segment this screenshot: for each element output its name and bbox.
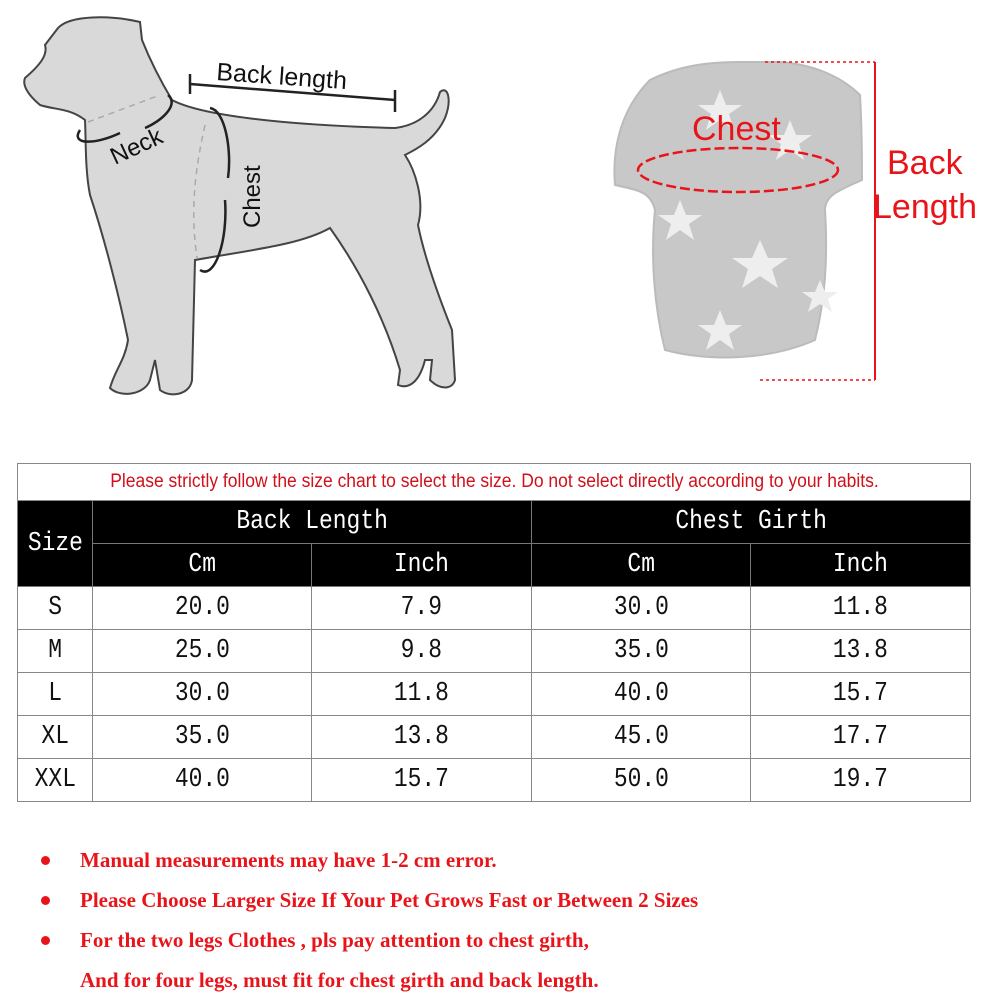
- header-back-inch: Inch: [311, 543, 532, 587]
- chest-arrow-icon: [199, 106, 231, 273]
- note-item: Please Choose Larger Size If Your Pet Gr…: [38, 880, 698, 920]
- size-chart-table: Please strictly follow the size chart to…: [17, 463, 971, 802]
- size-notice: Please strictly follow the size chart to…: [55, 463, 933, 501]
- bullet-icon: [41, 935, 50, 945]
- header-chest-inch: Inch: [750, 543, 971, 587]
- table-row: M 25.0 9.8 35.0 13.8: [17, 629, 971, 673]
- table-row: XL 35.0 13.8 45.0 17.7: [17, 715, 971, 759]
- table-row: L 30.0 11.8 40.0 15.7: [17, 672, 971, 716]
- notes-list: Manual measurements may have 1-2 cm erro…: [38, 840, 698, 1000]
- header-back-length: Back Length: [92, 500, 532, 544]
- note-item: For the two legs Clothes , pls pay atten…: [38, 920, 698, 960]
- bullet-icon: [41, 895, 50, 905]
- note-item: Manual measurements may have 1-2 cm erro…: [38, 840, 698, 880]
- table-row: S 20.0 7.9 30.0 11.8: [17, 586, 971, 630]
- sweater-measurement-diagram: [613, 61, 876, 381]
- sweater-chest-label: Chest: [692, 110, 781, 148]
- star-pattern: [658, 90, 838, 350]
- header-chest-girth: Chest Girth: [531, 500, 971, 544]
- header-chest-cm: Cm: [531, 543, 751, 587]
- dog-measurement-diagram: Back length Neck Chest: [23, 16, 457, 396]
- header-size: Size: [17, 500, 93, 587]
- neck-arrow-icon: [76, 94, 173, 143]
- back-length-line-icon: [188, 74, 397, 112]
- note-item-continuation: And for four legs, must fit for chest gi…: [80, 967, 599, 992]
- bullet-icon: [41, 855, 50, 865]
- back-length-label: Back length: [216, 58, 348, 95]
- sweater-back-label: Back: [887, 144, 963, 182]
- header-back-cm: Cm: [92, 543, 312, 587]
- sweater-length-label: Length: [873, 188, 977, 226]
- table-row: XXL 40.0 15.7 50.0 19.7: [17, 758, 971, 802]
- chest-label: Chest: [239, 165, 266, 228]
- chest-ellipse-icon: [636, 146, 840, 194]
- dog-silhouette: [23, 16, 457, 396]
